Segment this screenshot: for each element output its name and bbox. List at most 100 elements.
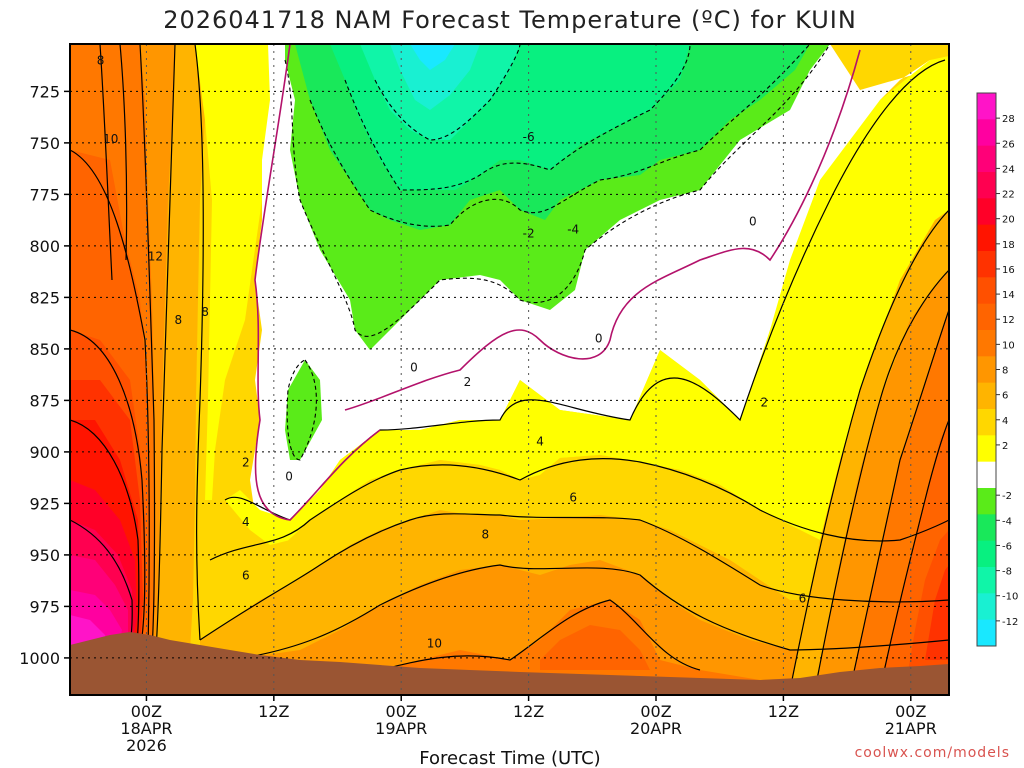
colorbar-swatch — [977, 277, 996, 305]
band-neg10-neg12-upper — [390, 44, 480, 110]
y-tick-label: 825 — [29, 288, 60, 307]
contour-line-dashed — [344, 44, 691, 191]
band-12-14-lower — [540, 625, 650, 670]
y-tick-label: 775 — [29, 185, 60, 204]
contour-label: 0 — [285, 470, 293, 484]
band-4-6-central — [210, 455, 949, 605]
colorbar-swatch — [977, 461, 996, 489]
x-tick-label: 00Z — [895, 702, 926, 721]
x-tick-label: 18APR — [120, 719, 172, 738]
colorbar-swatch — [977, 251, 996, 278]
x-tick-label: 2026 — [126, 736, 167, 755]
x-tick-label: 00Z — [131, 702, 162, 721]
colorbar-tick-label: 4 — [1002, 416, 1008, 427]
contour-line — [849, 309, 949, 691]
band-neg12-neg14-upper — [410, 44, 455, 70]
contour-label: -6 — [523, 130, 535, 144]
contour-line — [199, 513, 949, 641]
band-2-4-central — [225, 56, 949, 545]
x-tick-label: 12Z — [513, 702, 544, 721]
colorbar-tick-label: 2 — [1002, 441, 1008, 452]
band-2-4-upper-left — [195, 44, 275, 500]
contour-label: 12 — [148, 249, 163, 263]
colorbar-swatch — [977, 593, 996, 621]
y-tick-label: 750 — [29, 134, 60, 153]
colorbar-tick-label: 26 — [1002, 139, 1015, 150]
contour-labels: 8 10 12 8 8 2 0 4 6 0 2 8 10 4 6 -6 -2 -4 0 0 2 6 — [97, 54, 807, 651]
colorbar-swatch — [977, 303, 996, 331]
contour-line — [209, 458, 949, 561]
x-axis-title: Forecast Time (UTC) — [419, 748, 600, 768]
contour-line-dashed — [286, 359, 317, 461]
colorbar-swatch — [977, 330, 996, 357]
contour-label: 6 — [799, 591, 807, 605]
contour-line — [789, 209, 949, 691]
zero-contours — [254, 44, 861, 521]
colorbar-swatch — [977, 540, 996, 568]
colorbar-tick-label: 24 — [1002, 164, 1015, 175]
colorbar-tick-label: -2 — [1002, 491, 1012, 502]
contour-line-dashed — [374, 44, 521, 141]
chart-title: 2026041718 NAM Forecast Temperature (ºC)… — [163, 6, 857, 34]
colorbar-tick-label: -4 — [1002, 516, 1012, 527]
contour-label: -4 — [567, 223, 579, 237]
contour-line — [194, 44, 204, 641]
colorbar-swatch — [977, 224, 996, 252]
x-tick-label: 00Z — [386, 702, 417, 721]
colorbar-swatch — [977, 119, 996, 147]
contour-label: 8 — [201, 305, 209, 319]
colorbar-tick-label: 8 — [1002, 366, 1008, 377]
contour-label: 10 — [427, 637, 442, 651]
x-tick-label: 19APR — [375, 719, 427, 738]
contour-label: 8 — [174, 313, 182, 327]
contour-label: 10 — [103, 132, 118, 146]
colorbar-swatch — [977, 567, 996, 594]
grid-lines — [70, 44, 949, 695]
colorbar-tick-label: -6 — [1002, 541, 1012, 552]
band-10-12-lower — [380, 600, 949, 690]
colorbar-swatch — [977, 488, 996, 515]
contour-line — [70, 329, 146, 651]
colorbar-tick-label: -10 — [1002, 592, 1018, 603]
contour-label: 2 — [464, 375, 472, 389]
colorbar-swatch — [977, 198, 996, 226]
y-tick-label: 925 — [29, 494, 60, 513]
x-tick-label: 21APR — [885, 719, 937, 738]
contour-line — [70, 149, 150, 651]
contour-label: 0 — [749, 214, 757, 228]
colorbar-swatch — [977, 435, 996, 463]
contour-line — [139, 44, 156, 651]
y-tick-label: 975 — [29, 597, 60, 616]
contour-label: 8 — [97, 54, 105, 68]
contour-line — [379, 599, 701, 671]
y-tick-label: 850 — [29, 340, 60, 359]
credit-text: coolwx.com/models — [855, 745, 1010, 761]
colorbar-tick-label: 18 — [1002, 240, 1015, 251]
zero-contour-line — [344, 49, 861, 411]
contour-line — [70, 419, 140, 651]
contour-line-dashed — [284, 44, 831, 337]
contour-line — [229, 564, 949, 661]
colorbar-swatch — [977, 514, 996, 542]
x-tick-label: 20APR — [630, 719, 682, 738]
y-tick-label: 875 — [29, 391, 60, 410]
x-tick-label: 12Z — [258, 702, 289, 721]
colorbar-tick-label: -12 — [1002, 617, 1018, 628]
x-tick-label: 12Z — [768, 702, 799, 721]
colorbar-tick-label: 6 — [1002, 391, 1008, 402]
band-neg2-pocket — [285, 360, 322, 460]
colorbar-swatch — [977, 356, 996, 384]
colorbar-tick-label: 28 — [1002, 114, 1015, 125]
y-tick-label: 950 — [29, 546, 60, 565]
colorbar-swatch — [977, 382, 996, 410]
terrain-ground — [70, 632, 949, 695]
contour-label: 2 — [242, 455, 250, 469]
y-axis: 725 750 775 800 825 850 875 900 925 950 975 1000 — [19, 82, 70, 668]
contour-label: -2 — [523, 227, 535, 241]
contour-label: 0 — [595, 332, 603, 346]
band-16-18-right — [925, 565, 949, 660]
contour-label: 8 — [481, 527, 489, 541]
colorbar-tick-label: 22 — [1002, 190, 1015, 201]
